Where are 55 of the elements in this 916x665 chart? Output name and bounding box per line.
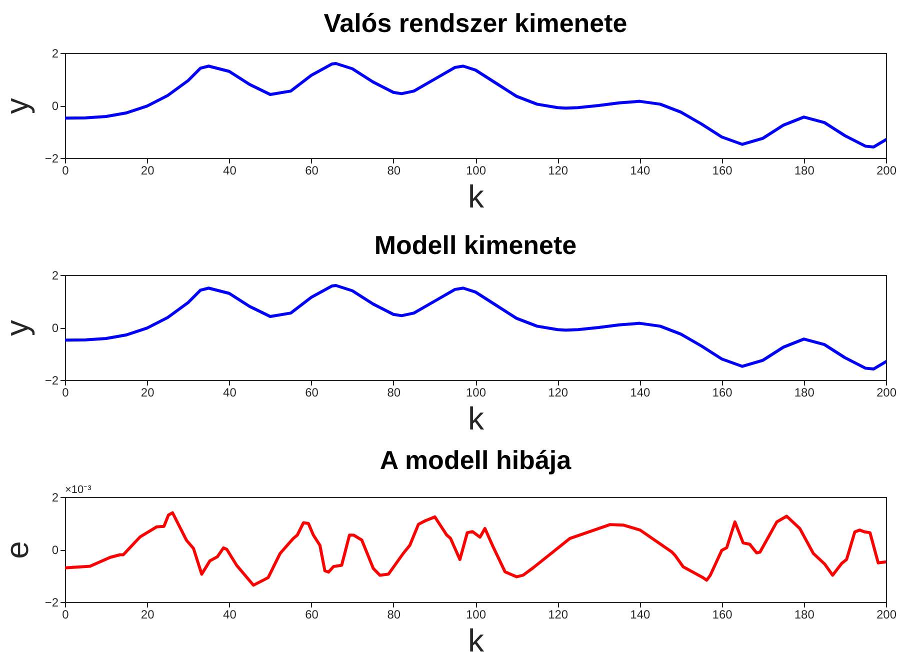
x-tick-label: 60 <box>305 608 319 622</box>
x-tick-label: 100 <box>466 164 486 178</box>
x-tick-label: 180 <box>794 164 815 178</box>
x-tick-label: 180 <box>794 608 815 622</box>
x-axis-title: k <box>468 400 485 436</box>
line-series <box>65 62 886 148</box>
x-tick-label: 20 <box>140 386 155 400</box>
y-tick-label: −2 <box>44 374 59 388</box>
x-tick-label: 20 <box>140 164 155 178</box>
x-tick-label: 120 <box>548 608 568 622</box>
y-axis-title: y <box>0 98 35 114</box>
x-tick-label: 40 <box>223 164 237 178</box>
chart-title: Modell kimenete <box>374 230 577 260</box>
x-tick-label: 60 <box>305 386 319 400</box>
x-tick-label: 0 <box>62 608 70 622</box>
x-tick-label: 80 <box>387 608 401 622</box>
y-axis-title: y <box>0 320 35 336</box>
y-tick-label: 2 <box>52 46 59 60</box>
line-series <box>65 511 886 587</box>
x-tick-label: 180 <box>794 386 815 400</box>
y-tick-label: 0 <box>52 321 59 335</box>
x-axis-title: k <box>468 178 485 214</box>
x-tick-label: 40 <box>223 608 237 622</box>
x-tick-label: 20 <box>140 608 155 622</box>
x-tick-label: 100 <box>466 386 486 400</box>
y-axis-title: e <box>0 541 35 559</box>
x-tick-label: 0 <box>62 164 70 178</box>
x-tick-label: 160 <box>712 386 733 400</box>
x-tick-label: 200 <box>876 608 897 622</box>
x-tick-label: 40 <box>223 386 237 400</box>
chart-title: Valós rendszer kimenete <box>324 8 628 38</box>
x-tick-label: 80 <box>387 386 401 400</box>
y-tick-label: 0 <box>52 543 59 557</box>
x-tick-label: 100 <box>466 608 486 622</box>
x-tick-label: 140 <box>630 164 651 178</box>
x-tick-label: 60 <box>305 164 319 178</box>
y-tick-label: −2 <box>44 152 59 166</box>
x-tick-label: 120 <box>548 164 568 178</box>
x-tick-label: 140 <box>630 608 651 622</box>
y-tick-label: 0 <box>52 99 59 113</box>
x-tick-label: 120 <box>548 386 568 400</box>
x-tick-label: 80 <box>387 164 401 178</box>
x-tick-label: 140 <box>630 386 651 400</box>
text: ×10⁻³ <box>65 484 92 496</box>
x-tick-label: 160 <box>712 164 733 178</box>
line-series <box>65 284 886 370</box>
y-tick-label: 2 <box>52 490 59 504</box>
x-tick-label: 160 <box>712 608 733 622</box>
x-tick-label: 200 <box>876 164 897 178</box>
x-axis-title: k <box>468 622 485 658</box>
y-tick-label: −2 <box>44 596 59 610</box>
y-tick-label: 2 <box>52 268 59 282</box>
chart-title: A modell hibája <box>380 445 572 475</box>
x-tick-label: 0 <box>62 386 70 400</box>
x-tick-label: 200 <box>876 386 897 400</box>
